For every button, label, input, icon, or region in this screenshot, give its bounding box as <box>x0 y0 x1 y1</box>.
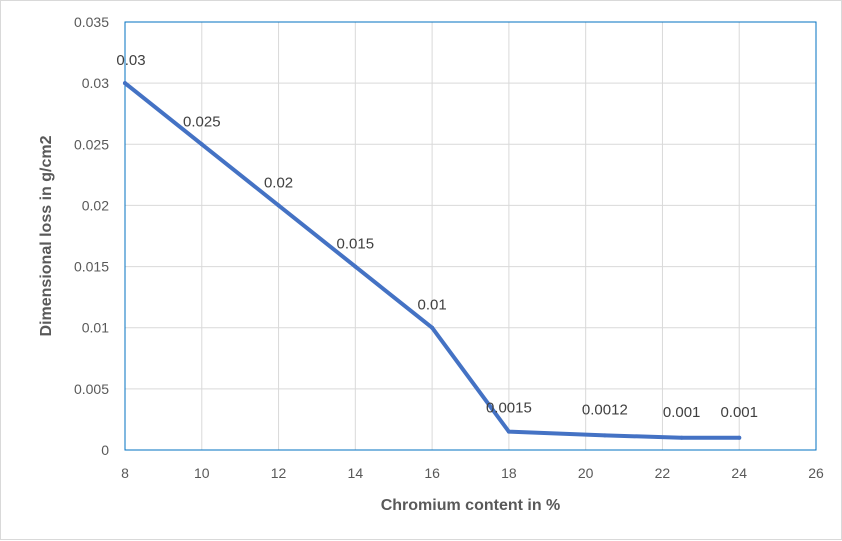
y-tick-label: 0.03 <box>82 75 109 91</box>
x-tick-label: 12 <box>271 465 287 481</box>
data-point <box>602 433 607 438</box>
plot-area-border <box>124 21 817 451</box>
data-label: 0.001 <box>720 404 758 421</box>
data-point <box>430 325 435 330</box>
y-tick-label: 0.015 <box>74 259 109 275</box>
gridlines <box>124 21 817 451</box>
data-point <box>199 142 204 147</box>
data-point <box>679 435 684 440</box>
data-label: 0.01 <box>418 297 447 314</box>
series-layer <box>123 81 742 440</box>
data-label: 0.015 <box>337 236 375 253</box>
x-tick-label: 18 <box>501 465 517 481</box>
data-point <box>506 429 511 434</box>
y-tick-label: 0.02 <box>82 197 109 213</box>
y-axis-title: Dimensional loss in g/cm2 <box>38 135 55 336</box>
x-tick-label: 22 <box>655 465 671 481</box>
y-tick-label: 0.005 <box>74 381 109 397</box>
x-tick-label: 24 <box>731 465 747 481</box>
y-tick-label: 0 <box>101 442 109 458</box>
x-axis-title: Chromium content in % <box>381 497 561 514</box>
y-tick-label: 0.025 <box>74 136 109 152</box>
data-label: 0.03 <box>116 52 145 69</box>
x-tick-label: 10 <box>194 465 210 481</box>
data-labels: 0.03 0.025 0.02 0.015 0.01 0.0015 0.0012 0.001 0… <box>116 52 758 421</box>
data-label: 0.025 <box>183 113 221 130</box>
data-label: 0.001 <box>663 404 701 421</box>
data-label: 0.0012 <box>582 401 628 418</box>
x-tick-label: 20 <box>578 465 594 481</box>
x-axis-ticks: 8 10 12 14 16 18 20 22 24 26 <box>121 465 824 481</box>
data-point <box>123 81 127 86</box>
data-point <box>737 435 742 440</box>
data-point <box>353 264 358 269</box>
data-label: 0.02 <box>264 174 293 191</box>
y-tick-label: 0.01 <box>82 320 109 336</box>
x-tick-label: 8 <box>121 465 129 481</box>
y-tick-label: 0.035 <box>74 14 109 30</box>
data-label: 0.0015 <box>486 400 532 417</box>
y-axis-ticks: 0 0.005 0.01 0.015 0.02 0.025 0.03 0.035 <box>74 14 109 458</box>
data-point <box>276 203 281 208</box>
x-tick-label: 26 <box>808 465 824 481</box>
x-tick-label: 16 <box>424 465 440 481</box>
x-tick-label: 14 <box>348 465 364 481</box>
